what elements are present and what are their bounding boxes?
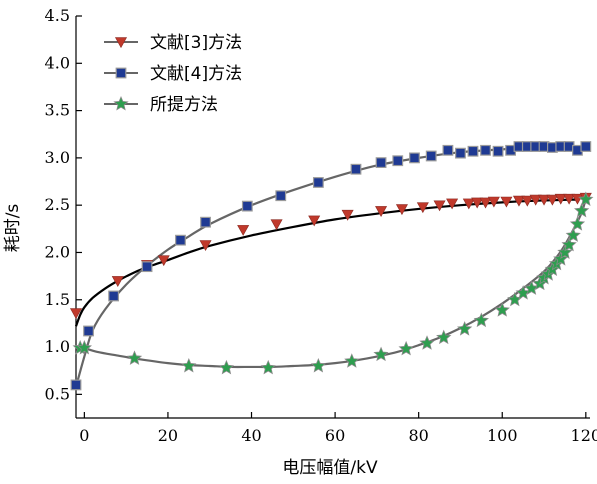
- y-tick-label: 3.5: [45, 101, 70, 120]
- series-wenxian-4-point: [275, 190, 287, 202]
- series-wenxian-4-point: [175, 234, 186, 246]
- series-proposed-point: [569, 216, 586, 231]
- series-proposed-point: [398, 340, 414, 356]
- series-wenxian-4-point: [83, 325, 94, 337]
- series-wenxian-3-legend-marker: [114, 37, 128, 49]
- series-wenxian-3-point: [69, 308, 83, 320]
- series-wenxian-3-point: [395, 204, 408, 216]
- y-tick-label: 1.5: [45, 290, 70, 309]
- series-wenxian-3-point: [270, 219, 283, 231]
- series-wenxian-4-point: [375, 157, 387, 169]
- series-wenxian-3-point: [433, 200, 446, 212]
- series-proposed-point: [557, 244, 573, 259]
- series-wenxian-3-point: [529, 194, 542, 206]
- series-wenxian-3-point: [308, 215, 321, 227]
- series-wenxian-3-point: [500, 196, 513, 208]
- series-wenxian-3-point: [512, 195, 525, 207]
- y-tick-label: 3.0: [45, 148, 70, 167]
- series-wenxian-3-point: [157, 255, 170, 267]
- series-proposed-point: [260, 359, 276, 375]
- series-wenxian-4-point: [350, 163, 362, 175]
- series-wenxian-4-point: [580, 141, 592, 152]
- series-proposed-point: [76, 339, 92, 355]
- series-wenxian-4-point: [492, 145, 504, 157]
- series-proposed-point: [507, 291, 523, 307]
- series-wenxian-3-point: [111, 276, 124, 287]
- x-axis-label: 电压幅值/kV: [282, 458, 378, 478]
- series-wenxian-3-point: [471, 197, 484, 209]
- series-wenxian-3-point: [554, 193, 567, 205]
- series-wenxian-3-legend-label: 文献[3]方法: [150, 33, 242, 53]
- series-wenxian-4-point: [425, 150, 437, 162]
- series-wenxian-4-point: [70, 379, 82, 391]
- series-wenxian-3-point: [521, 195, 534, 207]
- series-wenxian-4-point: [108, 290, 120, 302]
- series-proposed-point: [344, 353, 360, 368]
- x-tick-label: 20: [158, 426, 178, 445]
- series-proposed-point: [565, 227, 581, 242]
- series-wenxian-4-point: [409, 152, 420, 164]
- y-tick-label: 4.5: [45, 6, 70, 25]
- series-wenxian-4-point: [312, 177, 324, 188]
- series-wenxian-4-legend-marker: [115, 67, 127, 79]
- series-wenxian-4-point: [241, 200, 253, 212]
- series-proposed-point: [419, 335, 435, 350]
- series-wenxian-4-legend-label: 文献[4]方法: [150, 64, 242, 84]
- series-wenxian-3-point: [479, 197, 492, 209]
- y-axis-label: 耗时/s: [3, 204, 23, 253]
- series-proposed-point: [181, 357, 197, 373]
- series-wenxian-3-line: [74, 198, 578, 327]
- y-tick-label: 2.0: [45, 242, 70, 261]
- x-tick-label: 60: [325, 426, 345, 445]
- series-proposed-point: [574, 202, 590, 218]
- series-wenxian-3-point: [546, 194, 559, 206]
- y-tick-label: 2.5: [45, 195, 70, 214]
- series-wenxian-3-point: [199, 240, 212, 252]
- series-curves: [74, 145, 587, 388]
- series-proposed-point: [578, 191, 594, 206]
- x-tick-label: 40: [241, 426, 261, 445]
- series-wenxian-4-point: [442, 144, 454, 156]
- series-wenxian-4-point: [455, 147, 466, 159]
- x-tick-label: 80: [408, 426, 428, 445]
- series-proposed-point: [473, 312, 489, 328]
- x-tick-label: 120: [571, 426, 597, 445]
- axes: 0.5 1.0 1.5 2.0 2.5 3.0 3.5 4.0 4.5 0 20 40 60 80 100 1…: [45, 6, 597, 445]
- series-wenxian-3-point: [237, 225, 250, 236]
- series-proposed-point: [457, 321, 473, 336]
- series-proposed-point: [310, 357, 326, 373]
- y-tick-label: 1.0: [45, 337, 70, 356]
- series-proposed-point: [561, 236, 577, 252]
- y-tick-label: 0.5: [45, 384, 70, 403]
- series-wenxian-3-point: [571, 193, 584, 205]
- series-wenxian-3-point: [446, 198, 459, 210]
- series-wenxian-3-point: [375, 206, 388, 217]
- series-wenxian-4-point: [141, 261, 153, 273]
- series-proposed-point: [218, 359, 235, 375]
- series-wenxian-4-point: [392, 155, 404, 167]
- series-proposed-point: [436, 329, 452, 345]
- x-tick-label: 0: [79, 426, 89, 445]
- series-wenxian-3-point: [416, 202, 429, 214]
- series-wenxian-4-point: [467, 145, 479, 157]
- series-proposed-line: [79, 198, 587, 369]
- y-tick-label: 4.0: [45, 53, 70, 72]
- series-wenxian-3-point: [563, 193, 576, 205]
- series-proposed-point: [373, 346, 389, 362]
- series-wenxian-3-point: [341, 209, 354, 221]
- series-wenxian-3-point: [538, 194, 551, 206]
- series-proposed-legend-label: 所提方法: [150, 95, 218, 115]
- series-wenxian-4-point: [480, 144, 491, 156]
- series-proposed-legend-marker: [113, 95, 129, 111]
- series-proposed-point: [126, 350, 143, 365]
- series-wenxian-4-point: [200, 216, 211, 228]
- series-wenxian-3-point: [487, 196, 500, 208]
- x-tick-label: 100: [487, 426, 518, 445]
- series-wenxian-3-point: [462, 198, 475, 210]
- series-markers: [69, 141, 594, 391]
- series-proposed-point: [494, 302, 510, 317]
